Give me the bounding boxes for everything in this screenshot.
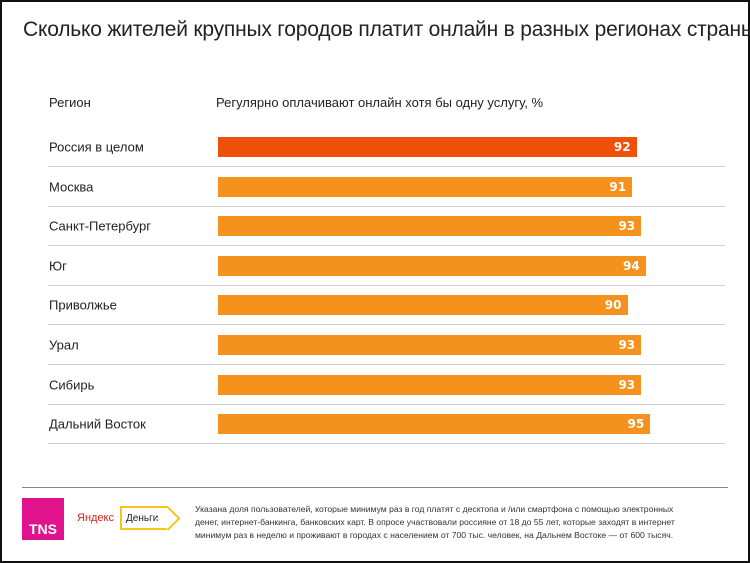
row-divider <box>48 245 725 247</box>
data-label: 94 <box>622 258 640 273</box>
category-label: Россия в целом <box>49 139 144 155</box>
category-label: Сибирь <box>49 377 95 393</box>
yandex-logo-text: Яндекс <box>77 512 114 524</box>
row-divider <box>48 403 725 405</box>
data-label: 92 <box>613 140 631 154</box>
bar: 90 <box>218 295 628 316</box>
bar-row: Урал 93 <box>48 325 725 365</box>
bar-row: Дальний Восток 95 <box>48 404 725 445</box>
category-label: Урал <box>49 337 79 353</box>
bar-row: Санкт-Петербург 93 <box>48 206 725 247</box>
bar-row: Юг 94 <box>48 246 725 286</box>
bar-row: Сибирь 93 <box>48 365 725 405</box>
bar-row: Приволжье 90 <box>48 285 725 326</box>
category-header: Регион <box>49 95 91 110</box>
footnote: Указана доля пользователей, которые мини… <box>195 504 675 540</box>
row-divider <box>48 166 725 167</box>
row-divider <box>48 364 725 365</box>
chart-title: Сколько жителей крупных городов платит о… <box>23 18 750 41</box>
row-divider <box>48 324 725 326</box>
category-label: Юг <box>49 258 67 274</box>
bar: 93 <box>218 374 642 395</box>
footer-divider <box>22 487 728 488</box>
bar-row: Москва 91 <box>48 167 725 207</box>
bar: 95 <box>218 414 651 435</box>
row-divider <box>48 284 725 286</box>
data-label: 93 <box>618 377 636 392</box>
category-label: Дальний Восток <box>49 416 146 432</box>
row-divider <box>48 443 725 445</box>
data-label: 95 <box>627 417 645 432</box>
dengi-logo: Деньги <box>120 506 168 530</box>
value-header: Регулярно оплачивают онлайн хотя бы одну… <box>216 95 544 110</box>
tns-logo-text: TNS <box>29 521 57 537</box>
bar: 93 <box>218 335 642 355</box>
data-label: 91 <box>609 179 627 194</box>
data-label: 90 <box>604 298 622 313</box>
category-label: Приволжье <box>49 297 117 313</box>
category-label: Москва <box>49 179 94 195</box>
bar: 94 <box>218 255 646 276</box>
yandex-logo: Яндекс <box>77 512 114 524</box>
tns-logo: TNS <box>22 498 64 540</box>
bar: 91 <box>218 176 633 197</box>
dengi-logo-text: Деньги <box>126 512 159 524</box>
category-label: Санкт-Петербург <box>49 218 151 234</box>
bar: 92 <box>218 137 637 157</box>
row-divider <box>48 205 725 207</box>
bar: 93 <box>218 216 642 237</box>
bar-row: Россия в целом 92 <box>48 127 725 167</box>
data-label: 93 <box>618 219 636 234</box>
data-label: 93 <box>618 338 636 352</box>
